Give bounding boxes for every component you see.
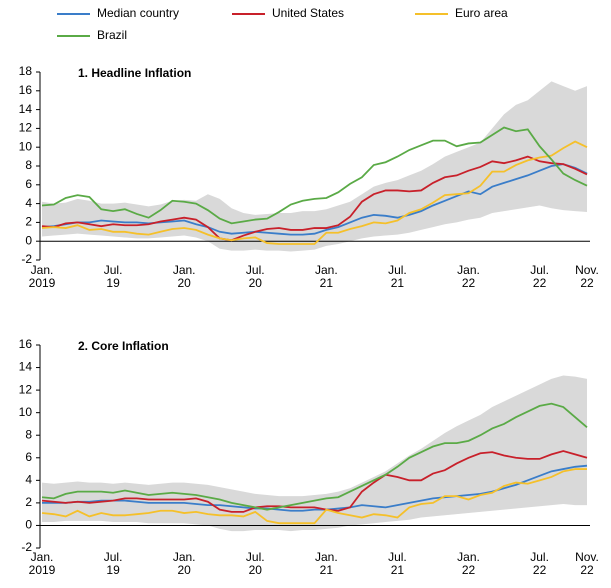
y-tick-label: 14: [19, 360, 33, 374]
x-tick-label: Jan. 2019: [28, 263, 56, 290]
legend-label: Euro area: [455, 6, 508, 20]
y-tick-label: 2: [25, 215, 32, 229]
y-tick-label: -2: [21, 540, 32, 554]
x-tick-label: Jul. 19: [103, 550, 123, 577]
y-tick-label: 4: [25, 473, 32, 487]
x-tick-label: Jan. 22: [457, 550, 480, 577]
y-tick-label: 8: [25, 427, 32, 441]
y-tick-label: 16: [19, 83, 33, 97]
y-tick-label: 16: [19, 337, 33, 351]
x-tick-label: Jul. 19: [103, 263, 123, 290]
series-line: [41, 140, 588, 245]
panel-title: 2. Core Inflation: [78, 339, 169, 353]
range-band: [42, 81, 587, 252]
legend-label: Brazil: [97, 28, 127, 42]
series-line: [41, 163, 588, 236]
x-tick-label: Jan. 2019: [28, 550, 56, 577]
y-tick-label: -2: [21, 252, 32, 266]
x-tick-label: Jan. 22: [457, 263, 480, 290]
x-tick-label: Nov. 22: [575, 263, 599, 290]
series-line: [41, 155, 588, 242]
x-tick-label: Jul. 22: [530, 550, 549, 577]
range-band: [42, 375, 587, 532]
x-tick-label: Jan. 20: [172, 550, 196, 577]
y-tick-label: 10: [19, 139, 33, 153]
x-tick-label: Jan. 21: [315, 263, 338, 290]
x-tick-label: Jul. 21: [388, 550, 407, 577]
y-tick-label: 12: [19, 121, 33, 135]
y-tick-label: 6: [25, 177, 32, 191]
x-tick-label: Jul. 20: [245, 550, 265, 577]
y-tick-label: 14: [19, 102, 33, 116]
y-tick-label: 0: [25, 233, 32, 247]
series-line: [41, 402, 588, 511]
x-tick-label: Jan. 20: [172, 263, 196, 290]
y-tick-label: 10: [19, 405, 33, 419]
legend-label: Median country: [97, 6, 179, 20]
x-tick-label: Nov. 22: [575, 550, 599, 577]
series-line: [41, 468, 587, 525]
x-tick-label: Jan. 21: [315, 550, 338, 577]
series-line: [41, 126, 588, 225]
y-tick-label: 18: [19, 64, 33, 78]
y-tick-label: 8: [25, 158, 32, 172]
y-tick-label: 12: [19, 382, 33, 396]
y-tick-label: 4: [25, 196, 32, 210]
x-tick-label: Jul. 22: [530, 263, 549, 290]
panel-title: 1. Headline Inflation: [78, 66, 191, 80]
legend-label: United States: [272, 6, 344, 20]
y-tick-label: 2: [25, 495, 32, 509]
series-line: [41, 450, 588, 513]
x-tick-label: Jul. 20: [245, 263, 265, 290]
y-tick-label: 0: [25, 518, 32, 532]
x-tick-label: Jul. 21: [388, 263, 407, 290]
y-tick-label: 6: [25, 450, 32, 464]
